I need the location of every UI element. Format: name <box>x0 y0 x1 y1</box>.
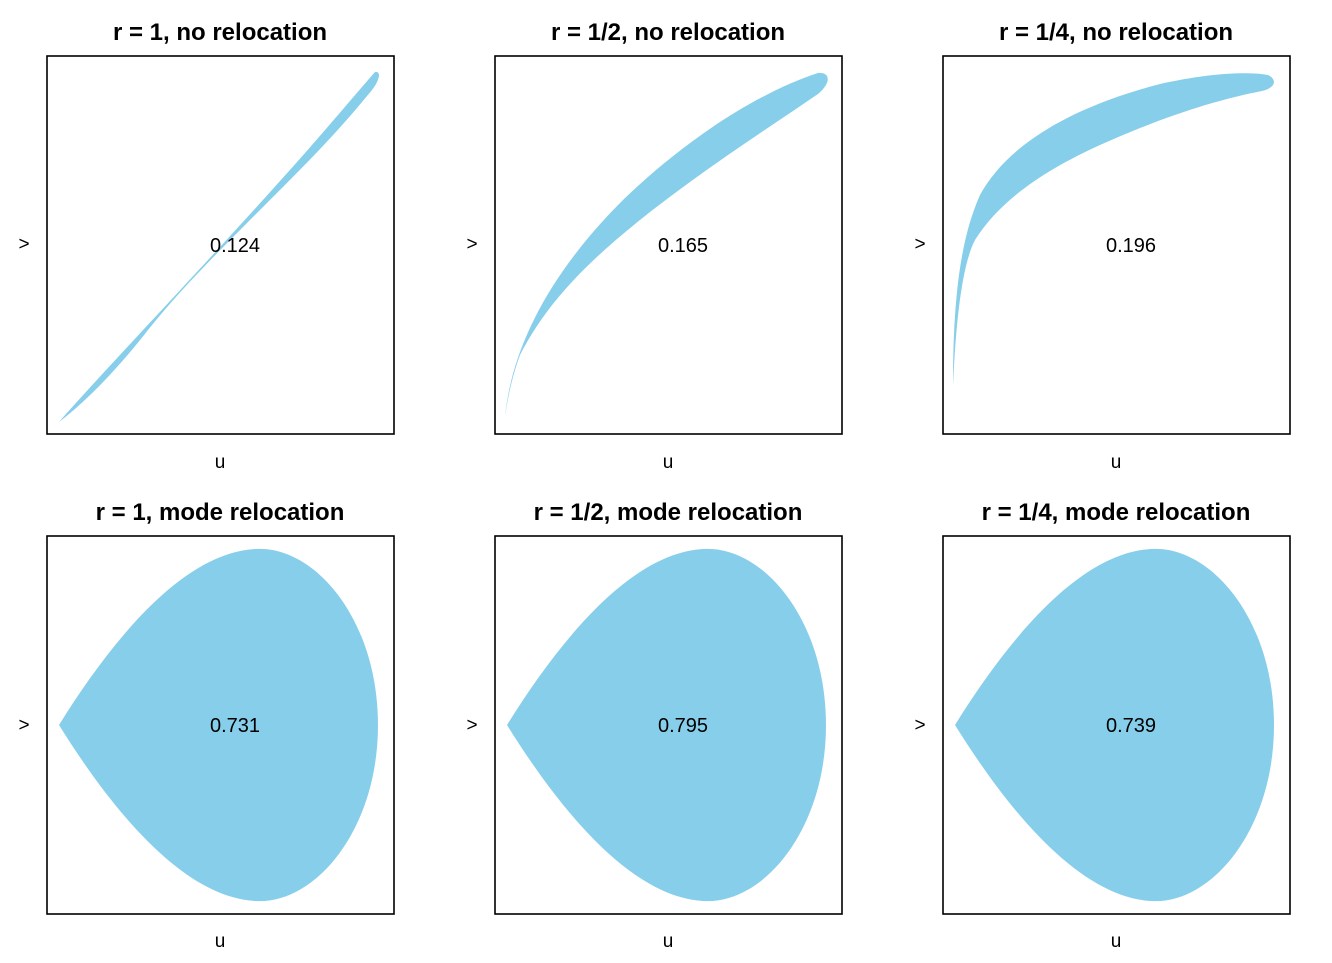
x-axis-label: u <box>663 931 674 952</box>
y-axis-label: > <box>914 715 925 736</box>
x-axis-label: u <box>215 452 226 473</box>
y-axis-label: > <box>18 715 29 736</box>
region-area-value: 0.196 <box>1106 235 1156 257</box>
x-axis-label: u <box>663 452 674 473</box>
panel-title: r = 1/2, mode relocation <box>534 499 803 526</box>
acceptance-region <box>505 72 828 418</box>
panel-r4-no-relocation: r = 1/4, no relocation 0.196 u > <box>914 19 1291 473</box>
panel-r4-mode-relocation: r = 1/4, mode relocation 0.739 u > <box>914 499 1291 952</box>
region-area-value: 0.124 <box>210 235 260 257</box>
x-axis-label: u <box>1111 452 1122 473</box>
region-area-value: 0.165 <box>658 235 708 257</box>
region-area-value: 0.731 <box>210 715 260 737</box>
panel-title: r = 1, no relocation <box>113 19 327 46</box>
region-area-value: 0.739 <box>1106 715 1156 737</box>
panel-title: r = 1/2, no relocation <box>551 19 785 46</box>
plot-frame <box>942 535 1291 915</box>
panel-r2-no-relocation: r = 1/2, no relocation 0.165 u > <box>466 19 843 473</box>
panel-r2-mode-relocation: r = 1/2, mode relocation 0.795 u > <box>466 499 843 952</box>
acceptance-region <box>507 548 826 902</box>
plot-frame <box>494 55 843 435</box>
region-area-value: 0.795 <box>658 715 708 737</box>
panel-r1-no-relocation: r = 1, no relocation 0.124 u > <box>18 19 395 473</box>
acceptance-region <box>59 71 379 423</box>
acceptance-region <box>953 73 1274 387</box>
y-axis-label: > <box>466 715 477 736</box>
panel-title: r = 1/4, no relocation <box>999 19 1233 46</box>
plot-frame <box>494 535 843 915</box>
x-axis-label: u <box>215 931 226 952</box>
y-axis-label: > <box>18 234 29 255</box>
plot-frame <box>942 55 1291 435</box>
plot-frame <box>46 535 395 915</box>
acceptance-region <box>955 548 1274 902</box>
x-axis-label: u <box>1111 931 1122 952</box>
plot-frame <box>46 55 395 435</box>
panel-r1-mode-relocation: r = 1, mode relocation 0.731 u > <box>18 499 395 952</box>
panel-title: r = 1/4, mode relocation <box>982 499 1251 526</box>
y-axis-label: > <box>914 234 925 255</box>
panel-title: r = 1, mode relocation <box>96 499 345 526</box>
acceptance-region <box>59 548 378 902</box>
y-axis-label: > <box>466 234 477 255</box>
